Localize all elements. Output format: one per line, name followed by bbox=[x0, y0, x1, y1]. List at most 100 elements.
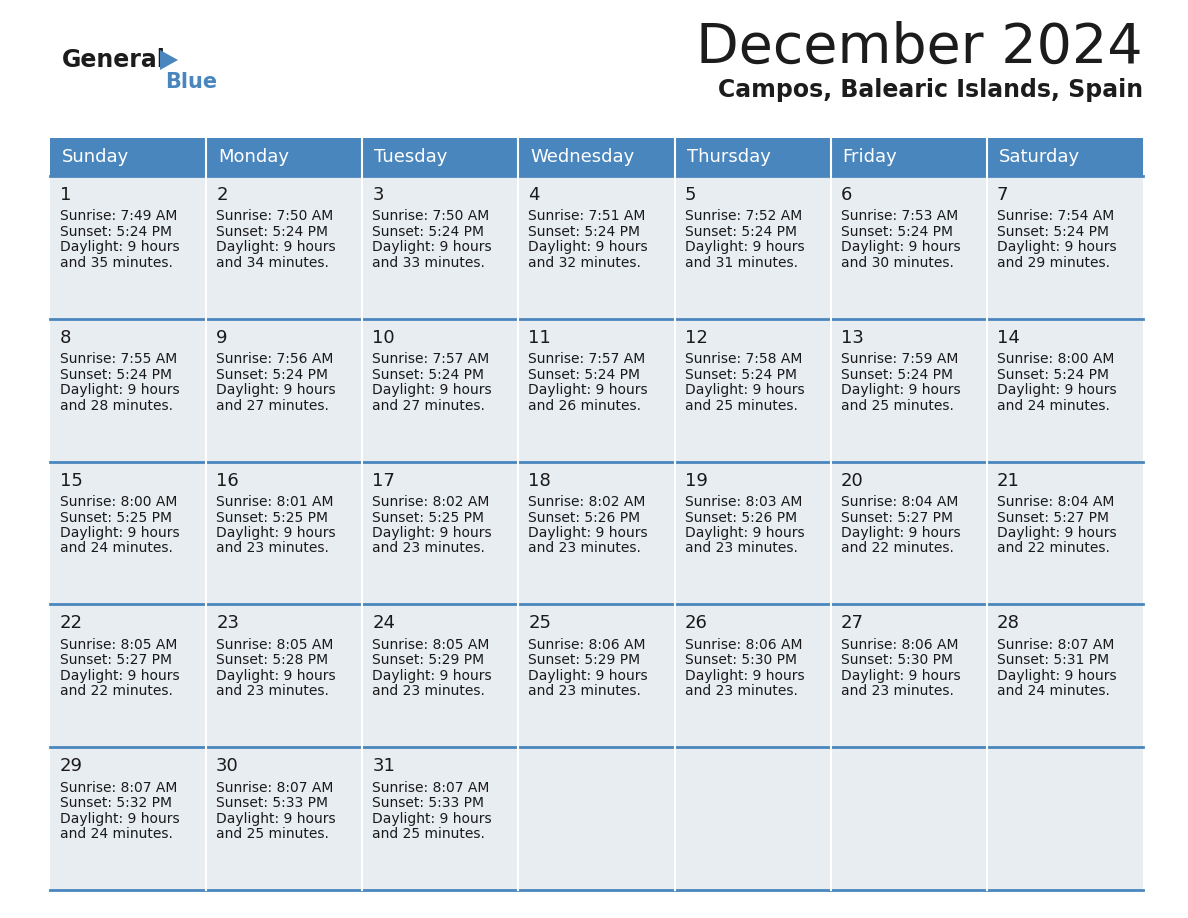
Text: Daylight: 9 hours: Daylight: 9 hours bbox=[372, 526, 492, 540]
Text: Sunset: 5:24 PM: Sunset: 5:24 PM bbox=[216, 225, 328, 239]
Text: Sunrise: 7:49 AM: Sunrise: 7:49 AM bbox=[61, 209, 177, 223]
Text: 5: 5 bbox=[684, 186, 696, 204]
Text: Sunset: 5:24 PM: Sunset: 5:24 PM bbox=[684, 225, 797, 239]
Text: 24: 24 bbox=[372, 614, 396, 633]
Text: 23: 23 bbox=[216, 614, 239, 633]
Bar bbox=[518, 176, 675, 319]
Text: Sunset: 5:24 PM: Sunset: 5:24 PM bbox=[997, 225, 1108, 239]
Text: Sunset: 5:25 PM: Sunset: 5:25 PM bbox=[372, 510, 485, 524]
Bar bbox=[675, 176, 830, 319]
Text: Daylight: 9 hours: Daylight: 9 hours bbox=[372, 669, 492, 683]
Text: Sunday: Sunday bbox=[62, 148, 129, 166]
Text: 3: 3 bbox=[372, 186, 384, 204]
Text: Sunrise: 7:55 AM: Sunrise: 7:55 AM bbox=[61, 353, 177, 366]
Text: Sunrise: 8:04 AM: Sunrise: 8:04 AM bbox=[997, 495, 1114, 509]
Text: Sunrise: 8:06 AM: Sunrise: 8:06 AM bbox=[684, 638, 802, 652]
Text: Sunrise: 8:03 AM: Sunrise: 8:03 AM bbox=[684, 495, 802, 509]
Text: and 22 minutes.: and 22 minutes. bbox=[997, 542, 1110, 555]
Text: Sunrise: 7:57 AM: Sunrise: 7:57 AM bbox=[529, 353, 646, 366]
Text: Sunset: 5:24 PM: Sunset: 5:24 PM bbox=[61, 225, 172, 239]
Text: Daylight: 9 hours: Daylight: 9 hours bbox=[529, 383, 647, 397]
Text: Saturday: Saturday bbox=[999, 148, 1080, 166]
Text: Daylight: 9 hours: Daylight: 9 hours bbox=[841, 383, 960, 397]
Text: Sunset: 5:24 PM: Sunset: 5:24 PM bbox=[997, 368, 1108, 382]
Text: and 25 minutes.: and 25 minutes. bbox=[684, 398, 797, 413]
Text: General: General bbox=[62, 48, 166, 72]
Text: 13: 13 bbox=[841, 329, 864, 347]
Bar bbox=[362, 747, 518, 890]
Text: and 23 minutes.: and 23 minutes. bbox=[216, 684, 329, 699]
Text: Sunset: 5:25 PM: Sunset: 5:25 PM bbox=[61, 510, 172, 524]
Text: Sunrise: 8:00 AM: Sunrise: 8:00 AM bbox=[61, 495, 177, 509]
Text: Daylight: 9 hours: Daylight: 9 hours bbox=[216, 383, 336, 397]
Text: Campos, Balearic Islands, Spain: Campos, Balearic Islands, Spain bbox=[718, 78, 1143, 102]
Bar bbox=[207, 747, 362, 890]
Text: Sunrise: 8:05 AM: Sunrise: 8:05 AM bbox=[372, 638, 489, 652]
Text: Daylight: 9 hours: Daylight: 9 hours bbox=[61, 383, 179, 397]
Bar bbox=[207, 138, 362, 176]
Text: Sunset: 5:30 PM: Sunset: 5:30 PM bbox=[841, 654, 953, 667]
Text: and 24 minutes.: and 24 minutes. bbox=[61, 542, 173, 555]
Text: and 25 minutes.: and 25 minutes. bbox=[216, 827, 329, 841]
Text: Daylight: 9 hours: Daylight: 9 hours bbox=[997, 383, 1117, 397]
Text: Sunset: 5:25 PM: Sunset: 5:25 PM bbox=[216, 510, 328, 524]
Text: Sunrise: 8:01 AM: Sunrise: 8:01 AM bbox=[216, 495, 334, 509]
Text: Sunrise: 7:51 AM: Sunrise: 7:51 AM bbox=[529, 209, 646, 223]
Text: Daylight: 9 hours: Daylight: 9 hours bbox=[216, 241, 336, 254]
Text: Sunrise: 8:07 AM: Sunrise: 8:07 AM bbox=[372, 780, 489, 795]
Text: and 27 minutes.: and 27 minutes. bbox=[216, 398, 329, 413]
Text: 19: 19 bbox=[684, 472, 707, 489]
Text: Sunset: 5:27 PM: Sunset: 5:27 PM bbox=[841, 510, 953, 524]
Bar bbox=[50, 319, 207, 462]
Text: Sunrise: 7:57 AM: Sunrise: 7:57 AM bbox=[372, 353, 489, 366]
Text: 20: 20 bbox=[841, 472, 864, 489]
Bar bbox=[362, 462, 518, 604]
Text: Sunset: 5:32 PM: Sunset: 5:32 PM bbox=[61, 796, 172, 810]
Bar bbox=[207, 604, 362, 747]
Bar bbox=[675, 604, 830, 747]
Bar bbox=[518, 138, 675, 176]
Text: Sunrise: 8:02 AM: Sunrise: 8:02 AM bbox=[372, 495, 489, 509]
Text: Sunset: 5:24 PM: Sunset: 5:24 PM bbox=[684, 368, 797, 382]
Text: Daylight: 9 hours: Daylight: 9 hours bbox=[61, 812, 179, 825]
Bar bbox=[207, 462, 362, 604]
Bar bbox=[50, 462, 207, 604]
Text: and 28 minutes.: and 28 minutes. bbox=[61, 398, 173, 413]
Text: Sunrise: 7:50 AM: Sunrise: 7:50 AM bbox=[372, 209, 489, 223]
Bar bbox=[987, 462, 1143, 604]
Text: Sunset: 5:27 PM: Sunset: 5:27 PM bbox=[61, 654, 172, 667]
Text: Sunset: 5:26 PM: Sunset: 5:26 PM bbox=[684, 510, 797, 524]
Text: Daylight: 9 hours: Daylight: 9 hours bbox=[372, 383, 492, 397]
Bar bbox=[50, 176, 207, 319]
Text: Daylight: 9 hours: Daylight: 9 hours bbox=[61, 669, 179, 683]
Text: Sunset: 5:30 PM: Sunset: 5:30 PM bbox=[684, 654, 797, 667]
Text: Sunrise: 8:05 AM: Sunrise: 8:05 AM bbox=[61, 638, 177, 652]
Text: Sunset: 5:33 PM: Sunset: 5:33 PM bbox=[372, 796, 485, 810]
Text: Sunset: 5:24 PM: Sunset: 5:24 PM bbox=[841, 368, 953, 382]
Bar bbox=[50, 747, 207, 890]
Text: 18: 18 bbox=[529, 472, 551, 489]
Text: Sunset: 5:24 PM: Sunset: 5:24 PM bbox=[372, 225, 485, 239]
Bar bbox=[987, 604, 1143, 747]
Text: and 30 minutes.: and 30 minutes. bbox=[841, 256, 954, 270]
Text: Daylight: 9 hours: Daylight: 9 hours bbox=[529, 669, 647, 683]
Text: 30: 30 bbox=[216, 757, 239, 775]
Text: Sunset: 5:29 PM: Sunset: 5:29 PM bbox=[529, 654, 640, 667]
Bar bbox=[50, 604, 207, 747]
Text: 29: 29 bbox=[61, 757, 83, 775]
Text: and 23 minutes.: and 23 minutes. bbox=[216, 542, 329, 555]
Text: 14: 14 bbox=[997, 329, 1019, 347]
Text: Sunset: 5:24 PM: Sunset: 5:24 PM bbox=[216, 368, 328, 382]
Bar bbox=[518, 747, 675, 890]
Text: Sunset: 5:27 PM: Sunset: 5:27 PM bbox=[997, 510, 1108, 524]
Text: Daylight: 9 hours: Daylight: 9 hours bbox=[61, 526, 179, 540]
Text: 9: 9 bbox=[216, 329, 228, 347]
Text: and 24 minutes.: and 24 minutes. bbox=[997, 398, 1110, 413]
Bar bbox=[207, 176, 362, 319]
Text: 2: 2 bbox=[216, 186, 228, 204]
Bar bbox=[362, 604, 518, 747]
Text: Sunrise: 7:53 AM: Sunrise: 7:53 AM bbox=[841, 209, 958, 223]
Bar bbox=[987, 138, 1143, 176]
Bar bbox=[830, 604, 987, 747]
Bar bbox=[362, 176, 518, 319]
